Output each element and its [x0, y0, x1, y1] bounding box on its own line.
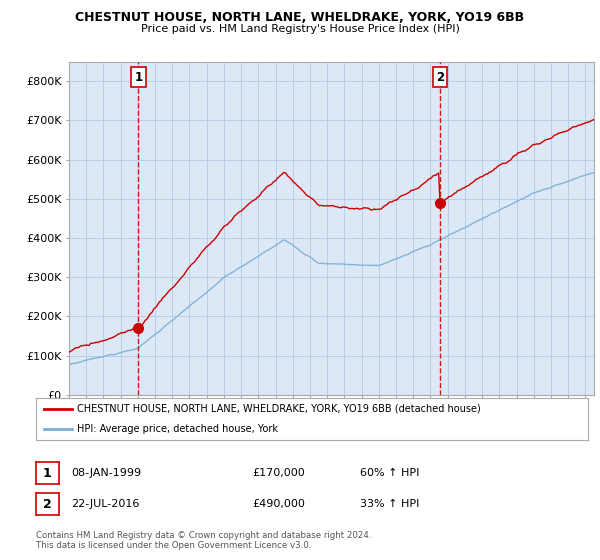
Text: 2: 2: [436, 71, 444, 84]
Text: CHESTNUT HOUSE, NORTH LANE, WHELDRAKE, YORK, YO19 6BB (detached house): CHESTNUT HOUSE, NORTH LANE, WHELDRAKE, Y…: [77, 404, 481, 414]
Text: 33% ↑ HPI: 33% ↑ HPI: [360, 499, 419, 509]
Text: £170,000: £170,000: [252, 468, 305, 478]
Text: Contains HM Land Registry data © Crown copyright and database right 2024.
This d: Contains HM Land Registry data © Crown c…: [36, 531, 371, 550]
Text: 2: 2: [43, 497, 52, 511]
Text: 1: 1: [134, 71, 142, 84]
Text: 1: 1: [43, 466, 52, 480]
Text: 60% ↑ HPI: 60% ↑ HPI: [360, 468, 419, 478]
Text: Price paid vs. HM Land Registry's House Price Index (HPI): Price paid vs. HM Land Registry's House …: [140, 24, 460, 34]
Text: HPI: Average price, detached house, York: HPI: Average price, detached house, York: [77, 424, 278, 434]
Text: 22-JUL-2016: 22-JUL-2016: [71, 499, 139, 509]
Text: 08-JAN-1999: 08-JAN-1999: [71, 468, 141, 478]
Text: CHESTNUT HOUSE, NORTH LANE, WHELDRAKE, YORK, YO19 6BB: CHESTNUT HOUSE, NORTH LANE, WHELDRAKE, Y…: [76, 11, 524, 24]
Text: £490,000: £490,000: [252, 499, 305, 509]
